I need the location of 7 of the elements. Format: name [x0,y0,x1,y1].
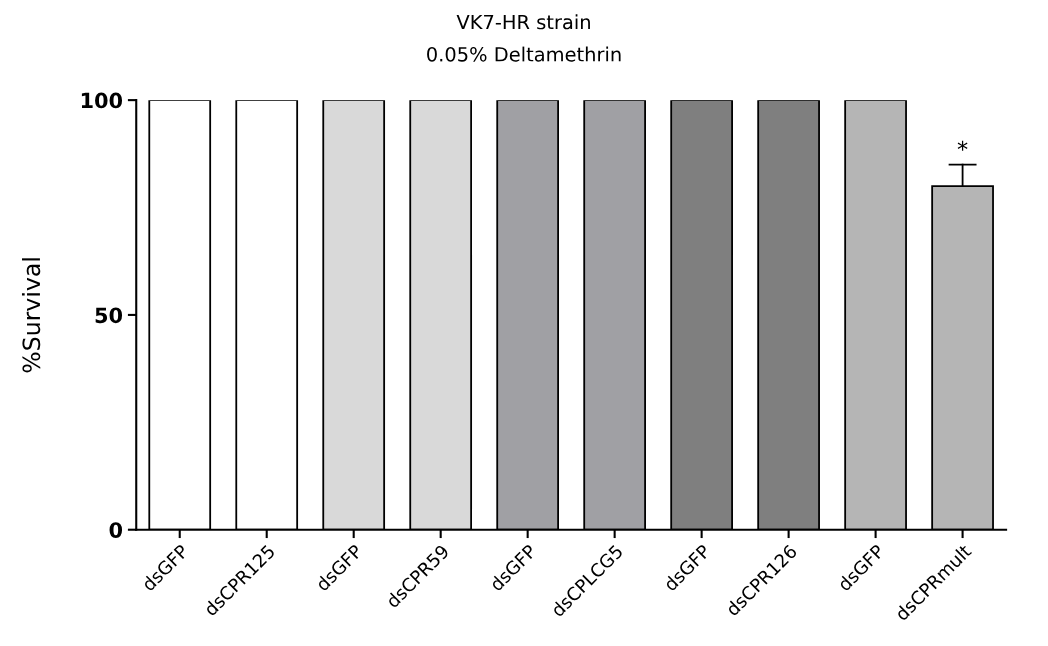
y-axis-title: %Survival [21,258,41,373]
chart-subtitle: 0.05% Deltamethrin [427,46,621,62]
y-tick-label: 50 [95,307,123,324]
chart-title: VK7-HR strain [456,14,590,30]
y-tick-label: 100 [81,92,123,109]
annotation: * [957,140,968,151]
y-tick-label: 0 [109,522,123,538]
